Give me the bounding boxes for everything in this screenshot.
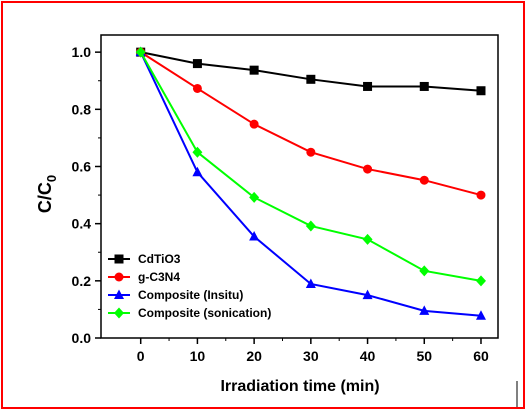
data-point-g-c3n4 bbox=[306, 147, 316, 157]
legend-label-g-c3n4: g-C3N4 bbox=[138, 270, 180, 284]
data-point-composite-insitu bbox=[419, 305, 430, 315]
data-point-composite-sonication bbox=[135, 46, 146, 58]
y-tick-label: 0.6 bbox=[72, 158, 92, 174]
data-point-composite-sonication bbox=[192, 146, 203, 158]
y-tick-label: 1.0 bbox=[72, 44, 92, 60]
x-tick-label: 60 bbox=[473, 348, 489, 364]
data-point-composite-insitu bbox=[305, 278, 316, 288]
data-point-composite-insitu bbox=[362, 289, 373, 300]
data-point-g-c3n4 bbox=[419, 175, 429, 185]
legend-label-composite-sonication: Composite (sonication) bbox=[138, 306, 271, 320]
x-tick-label: 40 bbox=[360, 348, 376, 364]
x-axis-title: Irradiation time (min) bbox=[220, 378, 379, 395]
x-tick-label: 30 bbox=[303, 348, 319, 364]
data-point-g-c3n4 bbox=[249, 119, 259, 129]
legend-label-cdtio3: CdTiO3 bbox=[138, 252, 181, 266]
data-point-cdtio3 bbox=[192, 59, 202, 69]
data-point-composite-insitu bbox=[249, 231, 260, 241]
data-point-cdtio3 bbox=[419, 81, 429, 91]
y-axis-title-subscript: 0 bbox=[44, 175, 59, 182]
data-point-g-c3n4 bbox=[192, 83, 202, 93]
legend-label-composite-insitu: Composite (Insitu) bbox=[138, 288, 243, 302]
data-point-g-c3n4 bbox=[363, 164, 373, 174]
legend-marker-cdtio3 bbox=[114, 254, 124, 264]
data-point-composite-insitu bbox=[192, 166, 203, 177]
y-tick-label: 0.2 bbox=[72, 273, 92, 289]
data-point-cdtio3 bbox=[476, 86, 486, 96]
data-point-cdtio3 bbox=[249, 65, 259, 75]
x-tick-label: 10 bbox=[190, 348, 206, 364]
y-tick-label: 0.0 bbox=[72, 330, 92, 346]
data-point-composite-sonication bbox=[475, 275, 486, 287]
x-tick-label: 20 bbox=[246, 348, 262, 364]
legend-marker-composite-sonication bbox=[114, 307, 124, 319]
y-tick-label: 0.4 bbox=[72, 216, 92, 232]
data-point-cdtio3 bbox=[363, 81, 373, 91]
data-point-composite-sonication bbox=[419, 265, 430, 277]
x-tick-label: 0 bbox=[137, 348, 145, 364]
data-point-cdtio3 bbox=[306, 74, 316, 84]
legend-marker-composite-insitu bbox=[114, 289, 124, 299]
data-point-composite-sonication bbox=[305, 220, 316, 232]
plot-area-frame bbox=[100, 34, 499, 339]
y-axis-title: C/C0 bbox=[35, 175, 59, 213]
data-point-composite-sonication bbox=[362, 233, 373, 245]
data-point-composite-sonication bbox=[249, 191, 260, 203]
x-tick-label: 50 bbox=[416, 348, 432, 364]
legend-marker-g-c3n4 bbox=[114, 272, 124, 282]
y-axis-title-main: C/C bbox=[35, 182, 55, 213]
data-point-composite-insitu bbox=[475, 310, 486, 320]
y-tick-label: 0.8 bbox=[72, 101, 92, 117]
data-point-g-c3n4 bbox=[476, 190, 486, 200]
